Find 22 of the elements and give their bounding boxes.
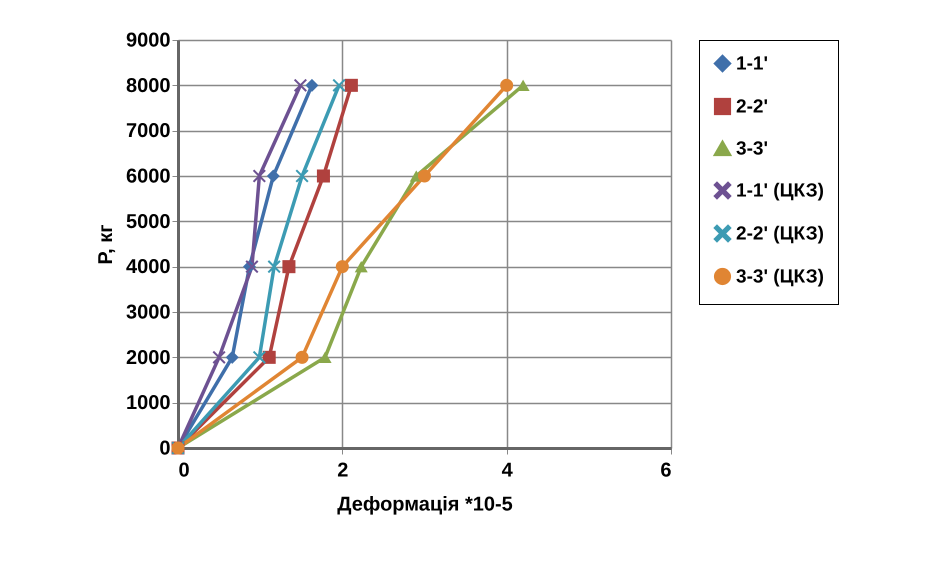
x-tick-label: 0 [178, 460, 190, 482]
y-tick-label: 3000 [126, 302, 170, 324]
x-tick-label: 6 [660, 460, 672, 482]
y-tick-label: 4000 [126, 256, 170, 278]
y-tick-label: 7000 [126, 120, 170, 142]
y-tick-label: 9000 [126, 30, 170, 52]
legend-label: 3-3' [736, 138, 768, 160]
x-tick-label: 2 [337, 460, 348, 482]
legend-label: 2-2' (ЦКЗ) [736, 224, 824, 244]
y-axis-title: P, кг [95, 224, 118, 265]
legend-label: 2-2' [736, 96, 768, 118]
x-axis-title: Деформація *10-5 [337, 494, 513, 516]
y-tick-label: 8000 [126, 74, 170, 97]
y-tick-label: 6000 [126, 166, 170, 188]
y-tick-label: 5000 [126, 210, 170, 233]
x-tick-label: 4 [502, 460, 514, 482]
y-tick-label: 0 [159, 438, 170, 460]
y-tick-label: 1000 [126, 392, 170, 414]
legend-label: 3-3' (ЦКЗ) [736, 266, 824, 288]
y-tick-label: 2000 [126, 346, 170, 369]
legend-label: 1-1' (ЦКЗ) [736, 180, 824, 202]
legend-label: 1-1' [736, 54, 768, 74]
